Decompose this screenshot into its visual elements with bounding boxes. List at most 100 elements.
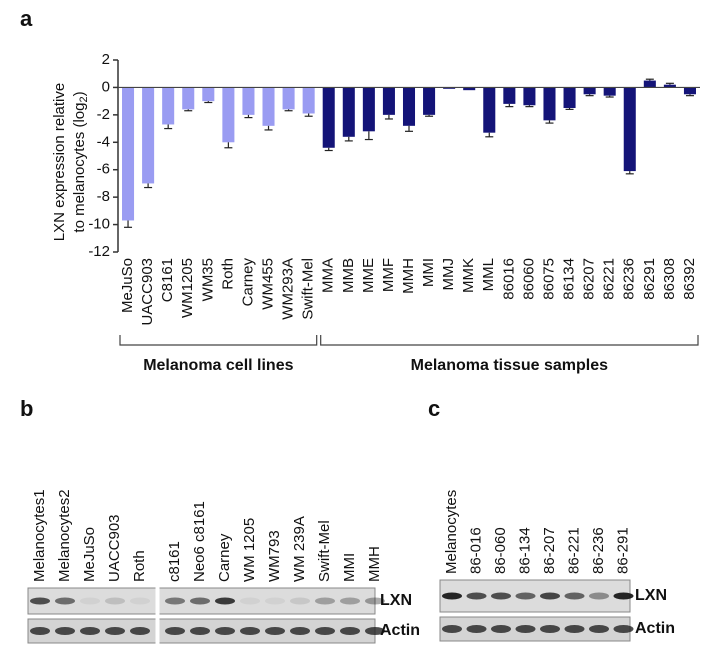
x-tick-label: 86207 [581, 258, 598, 300]
lxn-band [315, 597, 335, 605]
lxn-band [589, 592, 609, 600]
x-tick-label: MMA [320, 258, 337, 293]
actin-band [589, 625, 609, 633]
bar [222, 87, 235, 143]
actin-band [80, 627, 100, 635]
lxn-band [540, 592, 560, 600]
lane-label: 86-291 [614, 527, 631, 574]
lane-label: Carney [216, 533, 233, 582]
bar [302, 87, 315, 114]
lane-label: 86-016 [467, 527, 484, 574]
lane-label: WM 239A [291, 516, 308, 582]
blot-gap [155, 587, 160, 645]
y-tick-label: -6 [97, 161, 110, 178]
x-tick-label: MMF [380, 258, 397, 292]
y-axis-label-sub: 2 [78, 96, 90, 102]
actin-band [466, 625, 487, 633]
lane-label: WM793 [266, 530, 283, 582]
row-label: Actin [380, 622, 420, 639]
lxn-band [491, 592, 511, 600]
actin-band [55, 627, 75, 635]
x-tick-label: 86308 [661, 258, 678, 300]
group-bracket [119, 335, 318, 346]
bar [683, 87, 696, 95]
lxn-band [215, 597, 235, 605]
bar [342, 87, 355, 137]
actin-band [613, 625, 634, 633]
x-tick-label: 86016 [500, 258, 517, 300]
group-bracket [320, 335, 699, 346]
x-tick-label: 86060 [520, 258, 537, 300]
row-label: Actin [635, 620, 675, 637]
x-tick-label: MMJ [440, 258, 457, 291]
panel-letter: a [20, 6, 33, 31]
y-tick-label: 0 [102, 78, 110, 95]
bar [162, 87, 175, 125]
actin-band [315, 627, 335, 635]
bar [543, 87, 556, 121]
x-tick-label: MMB [340, 258, 357, 293]
x-tick-label: MeJuSo [119, 258, 136, 313]
bar [402, 87, 416, 126]
lxn-band [30, 597, 50, 605]
lxn-band [442, 592, 462, 600]
lane-label: MMH [366, 546, 383, 582]
lxn-band [265, 597, 285, 605]
lxn-band [130, 597, 150, 605]
y-axis-label-part: to melanocytes (log [71, 103, 88, 233]
row-label: LXN [635, 587, 667, 604]
lane-label: Melanocytes [443, 490, 460, 574]
bar [623, 87, 636, 172]
y-tick-label: -12 [88, 243, 110, 260]
group-label: Melanoma tissue samples [411, 357, 609, 374]
x-tick-label: UACC903 [139, 258, 156, 326]
bar [443, 87, 456, 89]
lane-label: MMI [341, 553, 358, 582]
x-tick-label: WM455 [259, 258, 276, 310]
lane-label: WM 1205 [241, 518, 258, 582]
actin-band [515, 625, 536, 633]
lxn-band [240, 597, 260, 605]
bar [282, 87, 295, 110]
lane-label: Neo6 c8161 [191, 501, 208, 582]
actin-band [190, 627, 210, 635]
panel-letter: b [20, 396, 33, 421]
lxn-band [190, 597, 210, 605]
y-axis-label: LXN expression relative [51, 83, 68, 241]
y-axis-label: to melanocytes (log2) [71, 91, 90, 232]
lane-label: Roth [131, 550, 148, 582]
bar [122, 87, 135, 221]
bar [563, 87, 576, 108]
lxn-band [340, 597, 360, 605]
lane-label: Melanocytes1 [31, 489, 48, 582]
bar [663, 84, 676, 88]
y-tick-label: -8 [97, 188, 110, 205]
actin-band [290, 627, 310, 635]
x-tick-label: 86075 [540, 258, 557, 300]
lxn-band [515, 592, 536, 600]
bar [182, 87, 195, 110]
bar [262, 87, 275, 126]
actin-band [105, 627, 125, 635]
lane-label: 86-134 [516, 527, 533, 574]
bar [142, 87, 155, 184]
actin-band [265, 627, 285, 635]
bar [483, 87, 496, 133]
actin-band [30, 627, 50, 635]
bar [503, 87, 516, 104]
x-tick-label: C8161 [159, 258, 176, 302]
actin-band [491, 625, 511, 633]
bar [322, 87, 335, 148]
bar [523, 87, 536, 106]
lxn-band [80, 597, 100, 605]
x-tick-label: MML [480, 258, 497, 291]
actin-band [340, 627, 360, 635]
x-tick-label: WM35 [199, 258, 216, 301]
y-tick-label: -10 [88, 216, 110, 233]
bar [583, 87, 596, 95]
lane-label: c8161 [166, 541, 183, 582]
lxn-band [290, 597, 310, 605]
y-tick-label: 2 [102, 51, 110, 68]
lane-label: Melanocytes2 [56, 489, 73, 582]
bar [643, 80, 656, 88]
